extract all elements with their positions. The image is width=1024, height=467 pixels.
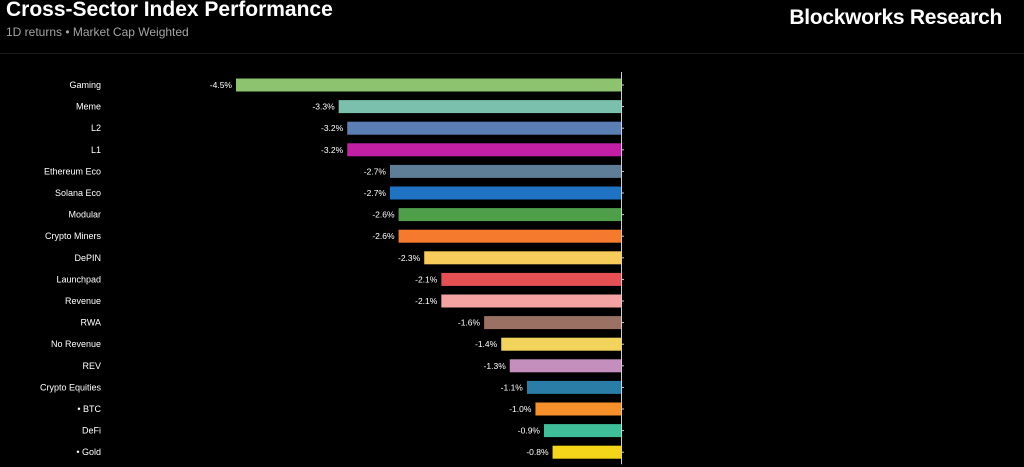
category-label: Solana Eco (55, 188, 101, 198)
value-label: -1.3% (484, 361, 507, 371)
value-label: -2.3% (398, 253, 421, 263)
bar (535, 402, 621, 416)
category-label: Revenue (65, 296, 101, 306)
category-label: DeFi (82, 426, 101, 436)
chart-subtitle: 1D returns • Market Cap Weighted (6, 25, 189, 39)
value-label: -2.1% (415, 296, 438, 306)
value-label: -2.7% (364, 166, 387, 176)
bar (441, 272, 621, 286)
bar (501, 337, 621, 351)
value-label: -0.9% (518, 426, 541, 436)
category-label: RWA (80, 318, 101, 328)
category-label: Launchpad (56, 274, 101, 284)
value-label: -1.0% (509, 404, 532, 414)
bar (544, 424, 621, 438)
category-label: L2 (91, 123, 101, 133)
value-label: -3.2% (321, 145, 344, 155)
bar (347, 143, 621, 157)
bar (347, 121, 621, 135)
value-label: -1.1% (501, 382, 524, 392)
category-label: DePIN (74, 253, 101, 263)
bar (398, 208, 621, 222)
value-label: -2.6% (372, 231, 395, 241)
header-divider (0, 53, 1024, 54)
bar (484, 316, 621, 330)
category-label: Modular (68, 210, 101, 220)
bar (552, 445, 621, 459)
category-label: L1 (91, 145, 101, 155)
value-label: -4.5% (210, 80, 233, 90)
bar (424, 251, 621, 265)
category-label: Gaming (69, 80, 101, 90)
bar (398, 229, 621, 243)
bar (338, 100, 621, 114)
category-label: Meme (76, 102, 101, 112)
category-label: • Gold (76, 447, 101, 457)
bar (526, 380, 621, 394)
value-label: -0.8% (526, 447, 549, 457)
category-label: No Revenue (51, 339, 101, 349)
chart-header: Cross-Sector Index Performance 1D return… (0, 0, 1024, 52)
bar (390, 186, 621, 200)
category-label: Crypto Equities (40, 382, 102, 392)
brand-logo-text: Blockworks Research (789, 6, 1002, 29)
value-label: -2.7% (364, 188, 387, 198)
category-label: Crypto Miners (45, 231, 102, 241)
value-label: -1.4% (475, 339, 498, 349)
category-label: Ethereum Eco (44, 166, 101, 176)
category-label: REV (82, 361, 101, 371)
value-label: -3.2% (321, 123, 344, 133)
bar (236, 78, 621, 92)
bar (509, 359, 621, 373)
value-label: -3.3% (312, 102, 335, 112)
bar (390, 164, 621, 178)
value-label: -2.6% (372, 210, 395, 220)
chart-title: Cross-Sector Index Performance (6, 0, 333, 21)
value-label: -2.1% (415, 274, 438, 284)
category-label: • BTC (77, 404, 101, 414)
value-label: -1.6% (458, 318, 481, 328)
bar (441, 294, 621, 308)
